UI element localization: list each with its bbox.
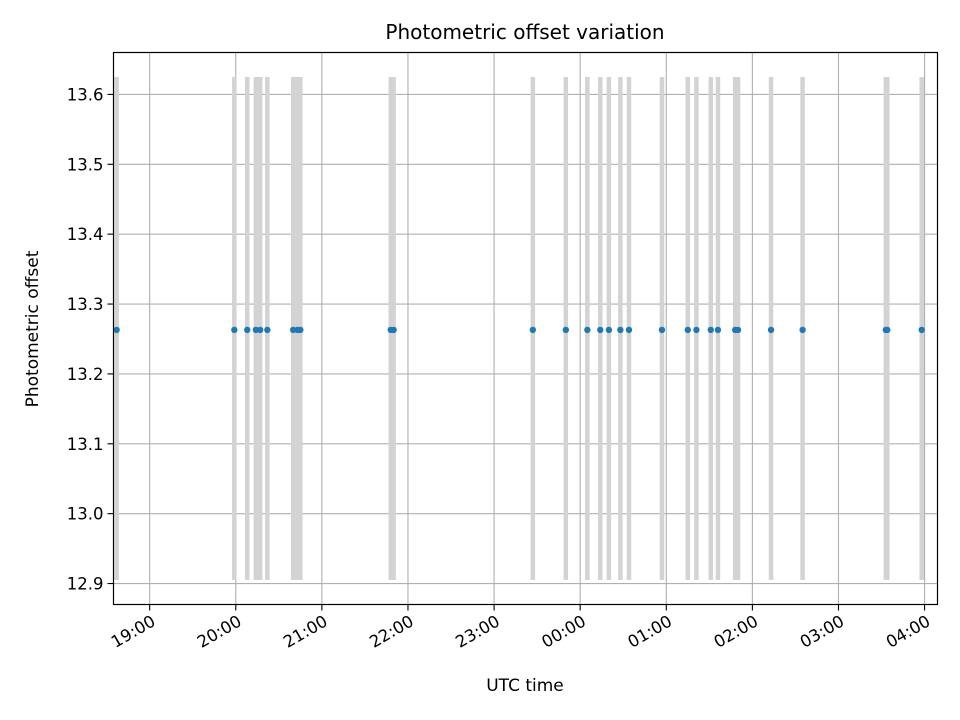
x-tick-label: 22:00 — [366, 612, 417, 652]
data-point — [390, 326, 397, 334]
grid-layer — [113, 52, 938, 605]
x-tick-label: 04:00 — [883, 612, 934, 652]
data-point — [617, 326, 624, 334]
data-point — [256, 326, 264, 334]
data-point — [625, 326, 633, 334]
y-tick-label: 13.5 — [67, 155, 104, 174]
data-point — [658, 326, 666, 334]
y-tick-label: 13.4 — [67, 225, 104, 244]
data-point — [714, 326, 722, 334]
y-tick-label: 13.1 — [67, 435, 104, 454]
data-point — [884, 326, 891, 334]
y-tick-label: 13.3 — [67, 295, 104, 314]
data-point — [597, 326, 604, 334]
data-point — [584, 326, 591, 334]
data-point — [734, 326, 742, 334]
y-tick-label: 13.6 — [67, 85, 104, 104]
y-tick-label: 13.0 — [67, 505, 104, 524]
data-point — [562, 326, 570, 334]
y-tick-layer: 12.9 13.0 13.1 13.2 13.3 13.4 13.5 13.6 — [67, 85, 114, 594]
data-point — [918, 326, 925, 334]
plot-frame — [112, 51, 939, 606]
x-tick-label: 02:00 — [711, 612, 762, 652]
x-tick-label: 01:00 — [625, 612, 676, 652]
data-point — [113, 326, 120, 334]
x-tick-label: 00:00 — [538, 612, 589, 652]
x-tick-label: 20:00 — [194, 612, 245, 652]
data-point — [264, 326, 271, 334]
x-axis-title: UTC time — [486, 676, 564, 696]
data-point — [799, 326, 806, 334]
x-tick-label: 03:00 — [797, 612, 848, 652]
data-point — [693, 326, 700, 334]
y-tick-label: 12.9 — [67, 575, 104, 594]
data-point — [684, 326, 692, 334]
x-tick-label: 19:00 — [108, 612, 159, 652]
x-tick-label: 23:00 — [452, 612, 503, 652]
y-axis-title: Photometric offset — [23, 250, 43, 407]
chart-title: Photometric offset variation — [385, 20, 664, 44]
x-tick-layer: 19:00 20:00 21:00 22:00 23:00 00:00 01:00 02:00… — [108, 604, 934, 652]
data-point — [767, 326, 775, 334]
data-point — [707, 326, 714, 334]
y-tick-label: 13.2 — [67, 365, 104, 384]
data-point — [605, 326, 613, 334]
data-point — [529, 326, 537, 334]
data-point — [297, 326, 304, 334]
x-tick-label: 21:00 — [280, 612, 331, 652]
data-point — [244, 326, 251, 334]
data-point — [231, 326, 238, 334]
point-layer — [113, 326, 925, 334]
